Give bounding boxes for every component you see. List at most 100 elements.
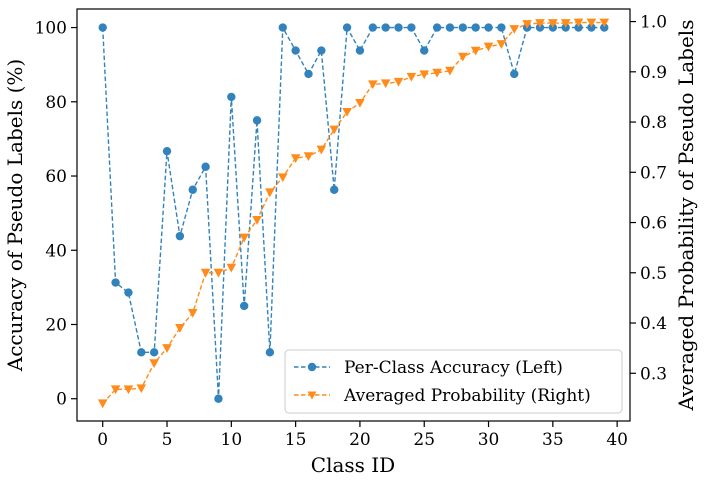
- accuracy-line: [102, 25, 605, 399]
- y-right-tick-label: 0.4: [640, 314, 667, 334]
- probability-point: [393, 77, 404, 87]
- probability-point: [97, 399, 108, 409]
- accuracy-point: [420, 46, 429, 55]
- plot-frame: [76, 8, 631, 422]
- accuracy-point: [162, 146, 172, 156]
- accuracy-point: [510, 69, 519, 79]
- legend-marker-circle: [307, 362, 317, 372]
- y-right-axis-label: Averaged Probability of Pseudo Labels: [674, 20, 698, 412]
- y-right-tick-label: 0.3: [640, 364, 667, 384]
- probability-point: [175, 324, 185, 333]
- probability-point: [367, 80, 378, 90]
- probability-point: [265, 188, 275, 198]
- x-tick-label: 40: [606, 430, 628, 450]
- y-right-tick-label: 0.8: [640, 113, 667, 133]
- accuracy-point: [111, 278, 120, 287]
- probability-point: [458, 52, 468, 62]
- accuracy-point: [227, 92, 236, 102]
- accuracy-point: [471, 23, 480, 32]
- probability-point: [509, 25, 520, 34]
- y-right-tick-label: 0.7: [640, 163, 667, 183]
- accuracy-point: [445, 23, 455, 32]
- x-tick-label: 35: [542, 430, 564, 450]
- accuracy-point: [497, 23, 506, 32]
- probability-point: [586, 18, 597, 28]
- probability-point: [560, 19, 571, 28]
- probability-point: [213, 268, 224, 278]
- accuracy-point: [355, 46, 365, 55]
- probability-point: [470, 46, 481, 56]
- probability-point: [123, 385, 134, 395]
- accuracy-point: [342, 23, 352, 32]
- accuracy-point: [381, 23, 390, 32]
- legend: Per-Class Accuracy (Left) Averaged Proba…: [284, 349, 623, 414]
- probability-point: [329, 125, 340, 135]
- accuracy-point: [394, 23, 403, 32]
- probability-point: [162, 344, 172, 353]
- x-tick-label: 15: [285, 430, 307, 450]
- accuracy-point: [291, 46, 300, 55]
- y-right-tick-label: 0.6: [640, 214, 667, 234]
- accuracy-point: [574, 23, 583, 32]
- accuracy-point: [304, 69, 313, 79]
- accuracy-point: [175, 231, 185, 241]
- y-left-tick-label: 20: [45, 315, 67, 335]
- probability-point: [136, 384, 147, 394]
- legend-entry-probability: Averaged Probability (Right): [294, 386, 591, 406]
- y-right-tick-label: 0.9: [640, 63, 667, 83]
- probability-line: [102, 21, 605, 404]
- accuracy-point: [407, 23, 416, 32]
- y-left-axis-ticks: 0 20 40 60 80 100: [35, 19, 77, 410]
- accuracy-point: [214, 394, 223, 403]
- probability-point: [226, 263, 237, 273]
- probability-point: [290, 154, 301, 164]
- probability-point: [496, 40, 507, 49]
- x-tick-label: 25: [413, 430, 435, 450]
- probability-point: [535, 19, 545, 28]
- probability-point: [355, 98, 365, 108]
- probability-point: [316, 145, 327, 155]
- accuracy-point: [124, 288, 133, 297]
- probability-point: [277, 173, 288, 183]
- probability-point: [303, 152, 314, 162]
- probability-point: [445, 66, 455, 76]
- probability-point: [342, 108, 352, 117]
- accuracy-point: [265, 348, 275, 357]
- accuracy-point: [278, 23, 287, 32]
- accuracy-point: [201, 162, 210, 171]
- probability-point: [380, 79, 391, 89]
- probability-point: [548, 19, 558, 28]
- accuracy-point: [368, 23, 377, 32]
- y-left-tick-label: 0: [56, 390, 67, 410]
- series-probability: [97, 18, 610, 409]
- probability-point: [599, 18, 610, 28]
- accuracy-point: [600, 23, 609, 32]
- y-right-axis-ticks: 0.3 0.4 0.5 0.6 0.7 0.8 0.9 1.0: [630, 13, 667, 384]
- probability-point: [522, 20, 532, 29]
- y-left-tick-label: 80: [45, 93, 67, 113]
- legend-box: [284, 349, 623, 414]
- accuracy-point: [98, 23, 107, 32]
- legend-marker-triangle: [307, 391, 317, 400]
- probability-point: [200, 268, 211, 278]
- probability-point: [573, 18, 584, 28]
- accuracy-point: [484, 23, 493, 32]
- accuracy-point: [188, 185, 197, 194]
- x-tick-label: 10: [221, 430, 243, 450]
- probability-point: [483, 42, 494, 52]
- probability-point: [187, 308, 198, 318]
- accuracy-point: [137, 348, 146, 357]
- accuracy-point: [587, 23, 596, 32]
- accuracy-point: [317, 46, 326, 55]
- accuracy-point: [330, 185, 339, 194]
- y-left-tick-label: 60: [45, 167, 67, 187]
- probability-point: [252, 216, 262, 225]
- accuracy-point: [252, 116, 262, 125]
- legend-entry-accuracy: Per-Class Accuracy (Left): [294, 358, 563, 378]
- x-axis-label: Class ID: [311, 453, 395, 477]
- series-accuracy: [98, 23, 609, 403]
- probability-point: [432, 68, 442, 78]
- x-tick-label: 20: [349, 430, 371, 450]
- probability-point: [406, 72, 417, 82]
- accuracy-point: [239, 301, 249, 311]
